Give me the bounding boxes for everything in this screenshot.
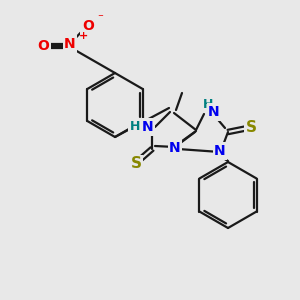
Text: O: O (82, 19, 94, 33)
Text: N: N (64, 37, 76, 51)
Text: O: O (37, 39, 49, 53)
Text: +: + (79, 31, 88, 41)
Text: N: N (169, 141, 181, 155)
Text: N: N (142, 120, 154, 134)
Text: H: H (130, 119, 140, 133)
Text: S: S (245, 119, 256, 134)
Text: H: H (203, 98, 213, 110)
Text: S: S (130, 157, 142, 172)
Text: ⁻: ⁻ (97, 13, 103, 23)
Text: N: N (214, 144, 226, 158)
Text: N: N (208, 105, 220, 119)
